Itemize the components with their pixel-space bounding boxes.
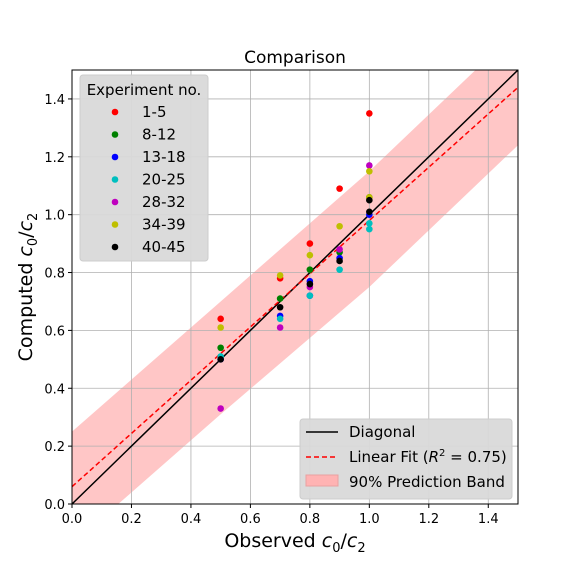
x-tick-label: 0.6 bbox=[240, 512, 261, 527]
legend-series-label: 28-32 bbox=[142, 193, 186, 211]
tick-layer: 0.0 0.2 0.4 0.6 0.8 1.0 1.2 1.4 0.0 0.2 0.4 0.6 0.8 1… bbox=[44, 93, 498, 527]
line-layer bbox=[72, 70, 518, 504]
scatter-point bbox=[276, 272, 284, 279]
scatter-point bbox=[306, 251, 314, 259]
scatter-point bbox=[366, 196, 373, 204]
y-tick-label: 0.0 bbox=[44, 498, 65, 513]
scatter-legend-box bbox=[79, 74, 209, 262]
legend-marker bbox=[111, 176, 119, 183]
legend-series-label: 1-5 bbox=[142, 103, 167, 121]
scatter-point bbox=[366, 162, 373, 169]
scatter-point bbox=[336, 257, 343, 265]
legend-marker bbox=[111, 221, 119, 228]
scatter-point bbox=[217, 344, 224, 352]
legend-marker bbox=[111, 198, 119, 206]
line-legend: Diagonal Linear Fit (R2 = 0.75) 90% Pred… bbox=[299, 418, 513, 500]
x-tick-label: 0.0 bbox=[62, 512, 83, 527]
scatter-point bbox=[306, 266, 314, 273]
x-tick-label: 1.2 bbox=[418, 512, 439, 527]
legend-band-swatch bbox=[305, 474, 339, 487]
plot-frame bbox=[71, 69, 519, 505]
legend-series-label: 8-12 bbox=[142, 126, 176, 144]
scatter-point bbox=[217, 324, 224, 331]
scatter-point bbox=[366, 167, 373, 175]
legend-series-label: 40-45 bbox=[142, 238, 186, 256]
linear-fit-line bbox=[72, 86, 518, 488]
x-tick-label: 1.0 bbox=[359, 512, 380, 527]
scatter-point bbox=[336, 185, 343, 192]
scatter-point bbox=[366, 220, 373, 227]
legend-series-label: 20-25 bbox=[142, 171, 186, 189]
x-tick-label: 1.4 bbox=[478, 512, 499, 527]
legend-marker bbox=[111, 108, 119, 116]
x-tick-label: 0.8 bbox=[300, 512, 321, 527]
scatter-point bbox=[366, 225, 373, 233]
scatter-legend-entries: 1-5 8-12 13-18 20-25 28-32 34-39 40-45 bbox=[111, 103, 186, 256]
y-tick-label: 1.2 bbox=[44, 151, 65, 166]
scatter-point bbox=[217, 315, 224, 323]
y-tick-label: 0.6 bbox=[44, 324, 65, 339]
scatter-point bbox=[336, 266, 343, 273]
y-tick-label: 0.2 bbox=[44, 440, 65, 455]
legend-fit-label: Linear Fit (R2 = 0.75) bbox=[349, 448, 507, 466]
x-axis-label: Observed c0/c2 bbox=[224, 530, 365, 556]
x-tick-label: 0.2 bbox=[121, 512, 142, 527]
scatter-point bbox=[366, 208, 373, 216]
line-legend-box bbox=[299, 418, 513, 500]
legend-band-label: 90% Prediction Band bbox=[349, 473, 505, 491]
scatter-point bbox=[217, 405, 224, 412]
scatter-point bbox=[366, 110, 373, 117]
scatter-legend-title: Experiment no. bbox=[87, 81, 202, 99]
legend-marker bbox=[111, 131, 119, 138]
y-tick-label: 1.4 bbox=[44, 93, 65, 108]
legend-diagonal-label: Diagonal bbox=[349, 423, 415, 441]
scatter-point bbox=[336, 246, 343, 253]
y-tick-label: 0.8 bbox=[44, 267, 65, 282]
point-layer bbox=[217, 110, 373, 412]
scatter-point bbox=[276, 315, 284, 323]
scatter-point bbox=[276, 295, 284, 302]
scatter-point bbox=[336, 222, 343, 230]
scatter-point bbox=[276, 303, 284, 311]
scatter-legend: Experiment no. 1-5 8-12 13-18 20-25 28-32 34-… bbox=[79, 74, 209, 262]
chart-title: Comparison bbox=[244, 48, 346, 68]
y-axis-label: Computed c0/c2 bbox=[15, 213, 41, 362]
legend-marker bbox=[111, 153, 119, 161]
y-tick-label: 1.0 bbox=[44, 209, 65, 224]
scatter-point bbox=[276, 324, 284, 331]
x-tick-label: 0.4 bbox=[181, 512, 202, 527]
legend-series-label: 34-39 bbox=[142, 216, 186, 234]
scatter-point bbox=[217, 356, 224, 363]
legend-marker bbox=[111, 243, 119, 251]
scatter-point bbox=[306, 280, 314, 288]
scatter-point bbox=[306, 240, 314, 247]
legend-series-label: 13-18 bbox=[142, 148, 186, 166]
y-tick-label: 0.4 bbox=[44, 382, 65, 397]
scatter-point bbox=[306, 292, 314, 299]
